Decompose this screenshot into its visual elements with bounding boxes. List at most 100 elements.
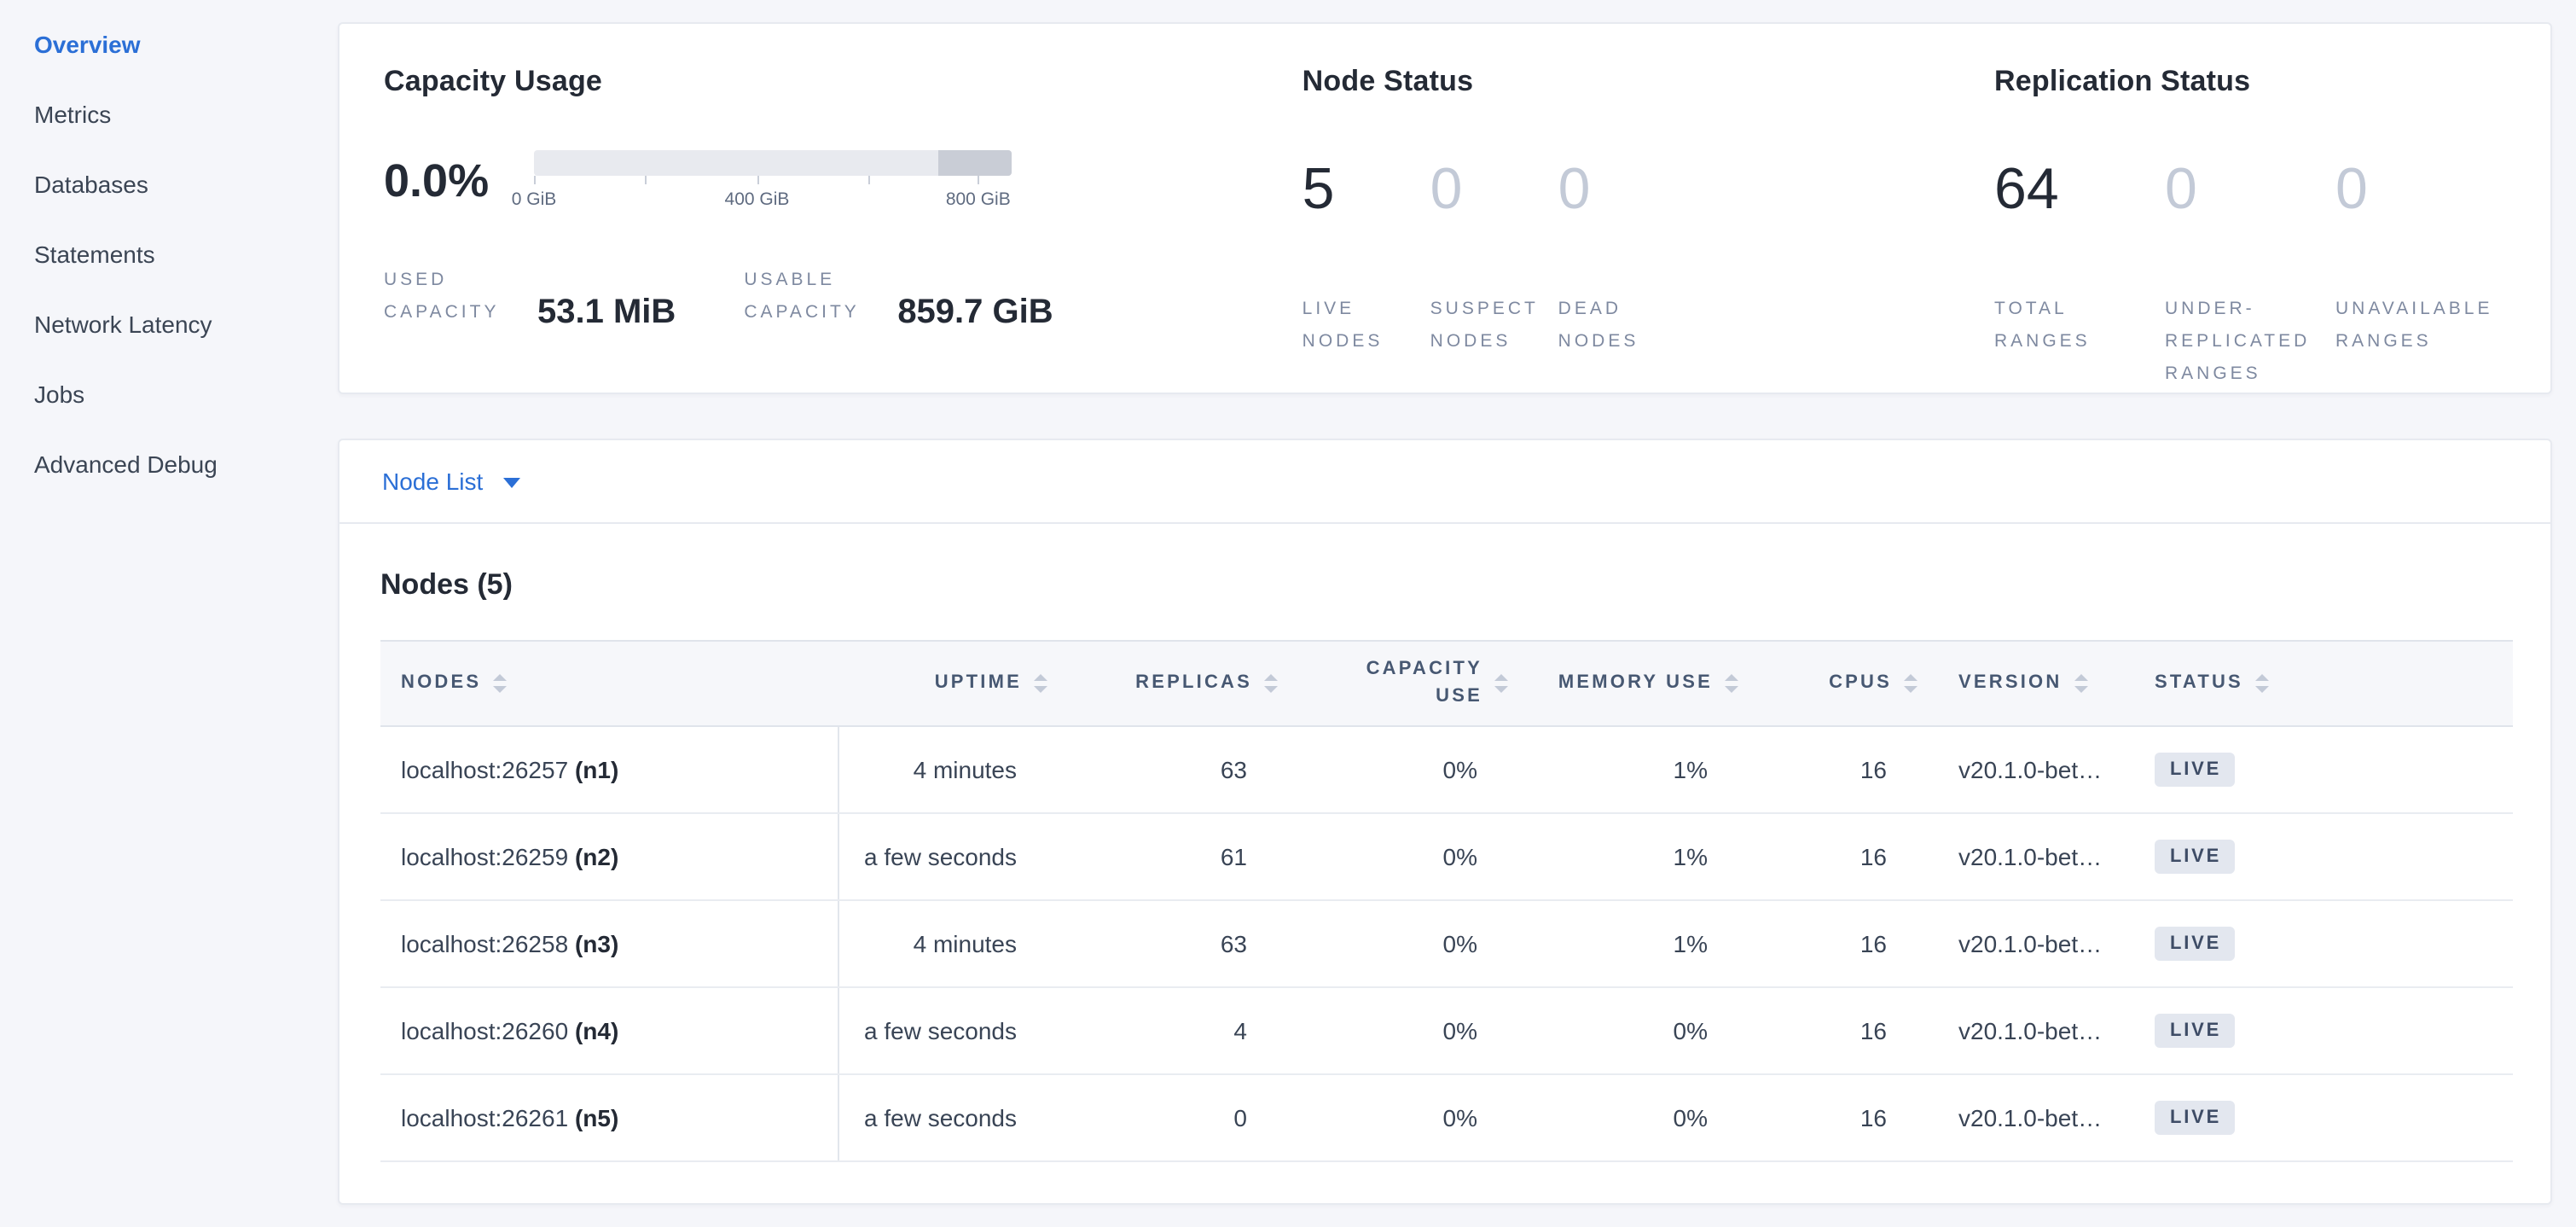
used-capacity-label: USED CAPACITY	[384, 270, 500, 323]
capacity-usage-bar: 0 GiB 400 GiB 800 GiB	[512, 150, 1012, 213]
node-id: (n4)	[574, 1017, 619, 1044]
memory-use-cell: 1%	[1529, 726, 1759, 814]
node-address-cell[interactable]: localhost:26261 (n5)	[380, 1074, 838, 1162]
unavailable-ranges-value: 0	[2335, 157, 2368, 222]
sort-icon[interactable]	[1264, 674, 1278, 693]
sidebar-item-network-latency[interactable]: Network Latency	[0, 288, 324, 358]
memory-use-cell: 0%	[1529, 987, 1759, 1075]
axis-tick	[868, 176, 870, 184]
sidebar-item-metrics[interactable]: Metrics	[0, 79, 324, 148]
uptime-cell: a few seconds	[838, 987, 1068, 1075]
sort-icon[interactable]	[2254, 674, 2269, 693]
version-cell: v20.1.0-bet…	[1938, 1074, 2134, 1162]
status-badge: LIVE	[2155, 1013, 2236, 1049]
sidebar-item-label: Metrics	[34, 100, 112, 127]
column-header-version[interactable]: VERSION	[1938, 640, 2134, 727]
sidebar: Overview Metrics Databases Statements Ne…	[0, 0, 324, 1189]
column-header-cpus[interactable]: CPUS	[1759, 640, 1938, 727]
table-row: localhost:26259 (n2) a few seconds 61 0%…	[380, 813, 2513, 901]
node-address-cell[interactable]: localhost:26258 (n3)	[380, 900, 838, 988]
unavailable-ranges-label: UNAVAILABLE RANGES	[2335, 299, 2493, 352]
node-address-cell[interactable]: localhost:26259 (n2)	[380, 813, 838, 901]
capacity-use-cell: 0%	[1298, 987, 1529, 1075]
under-replicated-ranges-stat: 0 UNDER-REPLICATED RANGES	[2165, 160, 2335, 390]
node-address-cell[interactable]: localhost:26260 (n4)	[380, 987, 838, 1075]
axis-tick	[757, 176, 759, 184]
sort-icon[interactable]	[2074, 674, 2088, 693]
version-cell: v20.1.0-bet…	[1938, 726, 2134, 814]
used-capacity-stat: USED CAPACITY 53.1 MiB	[384, 265, 676, 331]
column-header-replicas[interactable]: REPLICAS	[1068, 640, 1298, 727]
axis-tick	[645, 176, 647, 184]
node-status-section: Node Status 5 LIVE NODES 0 SUSPECT NODES…	[1303, 65, 1994, 352]
sort-icon[interactable]	[1725, 674, 1738, 693]
sidebar-item-label: Advanced Debug	[34, 450, 218, 477]
axis-label-0gib: 0 GiB	[511, 189, 557, 210]
sidebar-item-label: Network Latency	[34, 310, 212, 337]
live-nodes-stat: 5 LIVE NODES	[1303, 160, 1430, 358]
total-ranges-value: 64	[1994, 157, 2059, 222]
table-header-row: NODES UPTIME REPLICAS CAPACITY USE MEMOR…	[380, 640, 2513, 727]
status-badge: LIVE	[2155, 839, 2236, 875]
under-replicated-ranges-label: UNDER-REPLICATED RANGES	[2165, 299, 2311, 384]
column-header-memory-use[interactable]: MEMORY USE	[1529, 640, 1759, 727]
sort-icon[interactable]	[1034, 674, 1047, 693]
sidebar-item-jobs[interactable]: Jobs	[0, 358, 324, 428]
node-address-cell[interactable]: localhost:26257 (n1)	[380, 726, 838, 814]
sort-icon[interactable]	[1494, 674, 1508, 693]
axis-label-800gib: 800 GiB	[945, 189, 1011, 210]
status-badge: LIVE	[2155, 752, 2236, 788]
uptime-cell: 4 minutes	[838, 726, 1068, 814]
memory-use-cell: 0%	[1529, 1074, 1759, 1162]
node-list-dropdown[interactable]: Node List	[382, 468, 521, 495]
sidebar-item-overview[interactable]: Overview	[0, 9, 324, 79]
node-id: (n3)	[574, 930, 619, 957]
replication-status-section: Replication Status 64 TOTAL RANGES 0 UND…	[1994, 65, 2506, 384]
table-row: localhost:26258 (n3) 4 minutes 63 0% 1% …	[380, 900, 2513, 988]
sort-icon[interactable]	[1904, 674, 1917, 693]
axis-label-400gib: 400 GiB	[724, 189, 790, 210]
unavailable-ranges-stat: 0 UNAVAILABLE RANGES	[2335, 160, 2506, 390]
admin-ui-page: Overview Metrics Databases Statements Ne…	[0, 0, 2552, 1205]
suspect-nodes-label: SUSPECT NODES	[1430, 299, 1539, 352]
sidebar-item-label: Jobs	[34, 380, 85, 407]
column-header-uptime[interactable]: UPTIME	[838, 640, 1068, 727]
capacity-use-cell: 0%	[1298, 900, 1529, 988]
capacity-bar-track	[534, 150, 1012, 176]
memory-use-cell: 1%	[1529, 813, 1759, 901]
column-header-capacity-use[interactable]: CAPACITY USE	[1298, 640, 1529, 727]
node-id: (n5)	[574, 1104, 619, 1131]
cpus-cell: 16	[1759, 813, 1938, 901]
cpus-cell: 16	[1759, 900, 1938, 988]
dead-nodes-value: 0	[1558, 157, 1591, 222]
dead-nodes-label: DEAD NODES	[1558, 299, 1639, 352]
capacity-use-cell: 0%	[1298, 1074, 1529, 1162]
table-row: localhost:26261 (n5) a few seconds 0 0% …	[380, 1074, 2513, 1162]
capacity-bar-reserved-segment	[937, 150, 1012, 176]
sidebar-item-advanced-debug[interactable]: Advanced Debug	[0, 428, 324, 498]
status-cell: LIVE	[2134, 813, 2513, 901]
usable-capacity-stat: USABLE CAPACITY 859.7 GiB	[744, 265, 1053, 331]
sidebar-item-statements[interactable]: Statements	[0, 218, 324, 288]
status-cell: LIVE	[2134, 726, 2513, 814]
column-header-status[interactable]: STATUS	[2134, 640, 2513, 727]
nodes-table: NODES UPTIME REPLICAS CAPACITY USE MEMOR…	[380, 640, 2513, 1162]
uptime-cell: 4 minutes	[838, 900, 1068, 988]
axis-tick	[534, 176, 536, 184]
nodes-count-heading: Nodes (5)	[380, 568, 513, 601]
replicas-cell: 0	[1068, 1074, 1298, 1162]
used-capacity-value: 53.1 MiB	[537, 293, 676, 331]
status-badge: LIVE	[2155, 1100, 2236, 1136]
replication-status-title: Replication Status	[1994, 65, 2251, 97]
cpus-cell: 16	[1759, 1074, 1938, 1162]
replicas-cell: 63	[1068, 726, 1298, 814]
status-badge: LIVE	[2155, 926, 2236, 962]
sort-icon[interactable]	[493, 674, 508, 693]
version-cell: v20.1.0-bet…	[1938, 813, 2134, 901]
under-replicated-ranges-value: 0	[2165, 157, 2197, 222]
sidebar-item-databases[interactable]: Databases	[0, 148, 324, 218]
column-header-nodes[interactable]: NODES	[380, 640, 838, 727]
replicas-cell: 63	[1068, 900, 1298, 988]
chevron-down-icon	[503, 478, 521, 488]
node-id: (n2)	[574, 843, 619, 870]
